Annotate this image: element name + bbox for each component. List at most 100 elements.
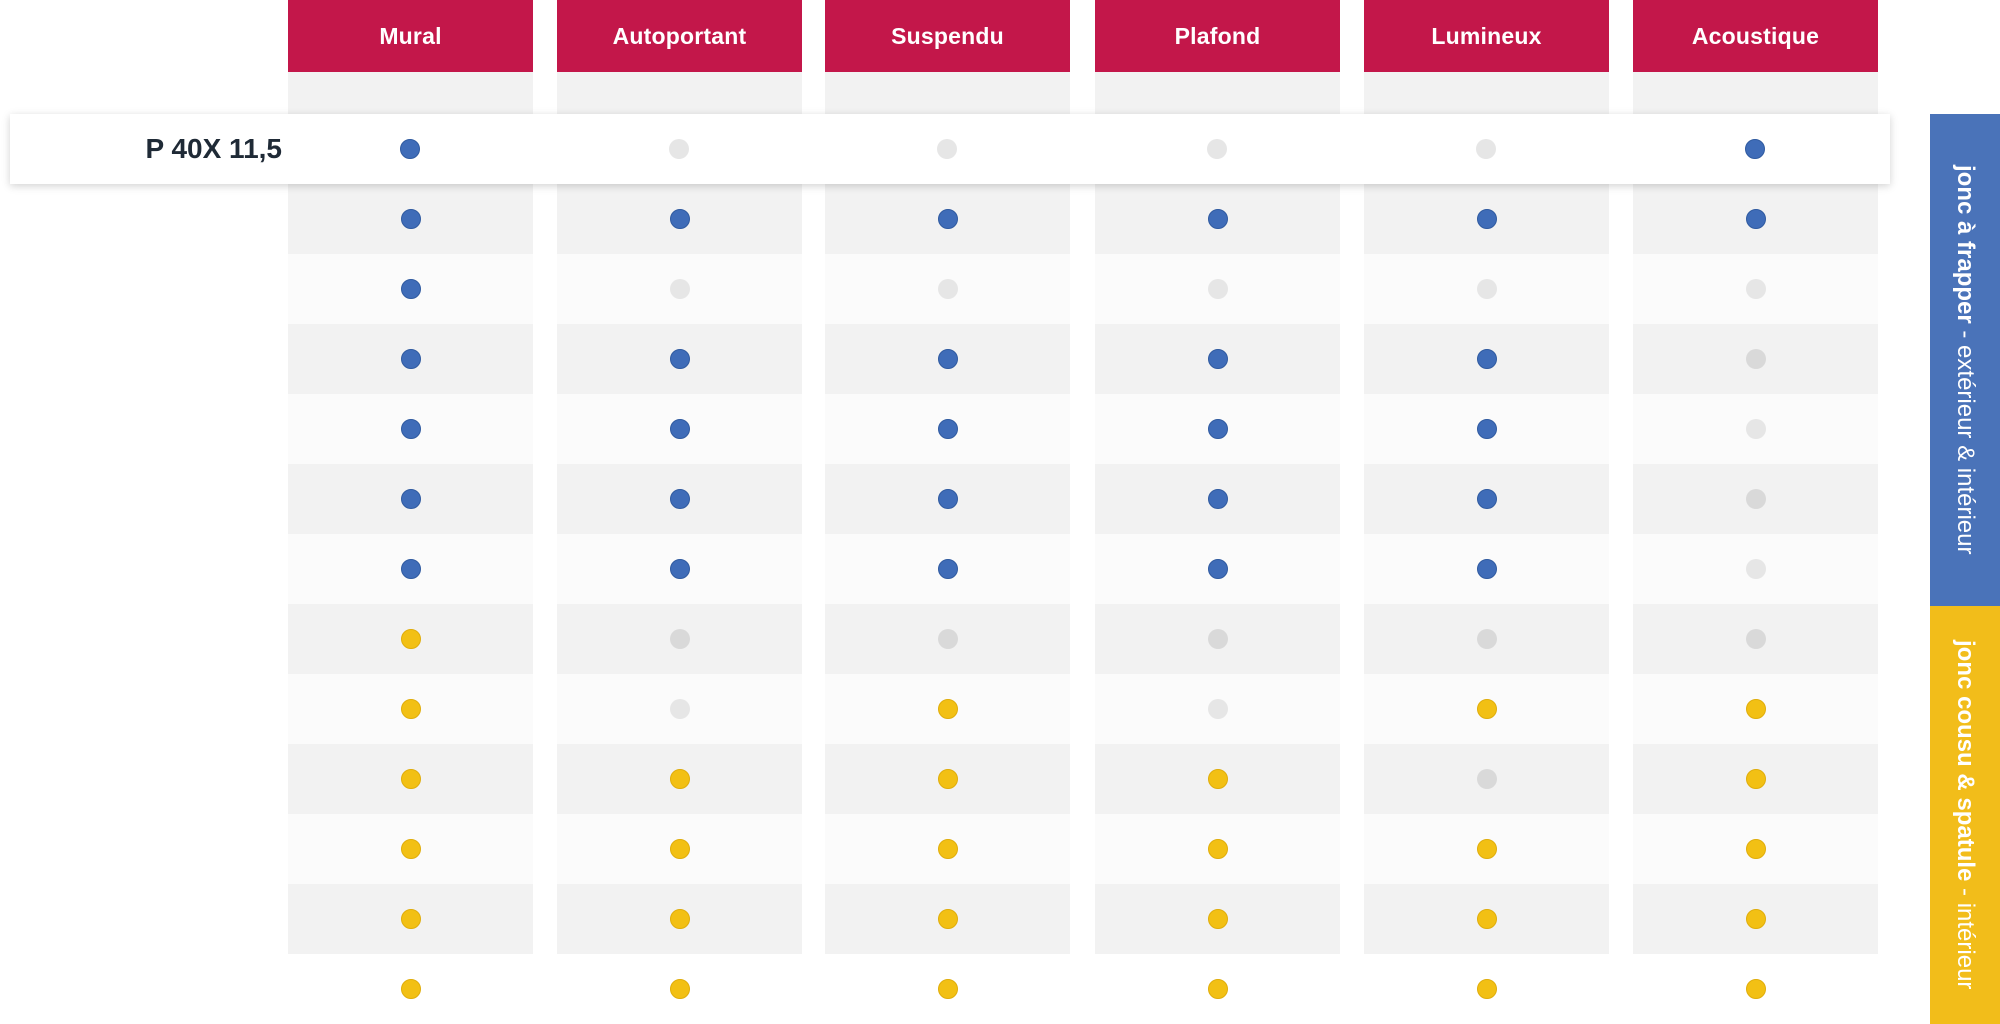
status-dot-yellow — [400, 769, 421, 789]
status-dot-yellow — [1476, 839, 1497, 859]
table-cell — [825, 884, 1070, 954]
table-cell — [1633, 814, 1878, 884]
status-dot-blue — [1476, 419, 1497, 439]
table-cell — [825, 324, 1070, 394]
status-dot-yellow — [937, 839, 958, 859]
column-acoustique: Acoustique — [1633, 0, 1878, 1024]
status-dot-yellow — [1745, 909, 1766, 929]
status-dot-yellow — [400, 839, 421, 859]
table-cell — [1364, 394, 1609, 464]
column-header: Autoportant — [557, 0, 802, 72]
table-cell — [1364, 184, 1609, 254]
table-cell — [288, 884, 533, 954]
status-dot-blue — [1207, 209, 1228, 229]
table-cell — [288, 464, 533, 534]
table-cell — [1633, 254, 1878, 324]
table-cell — [825, 534, 1070, 604]
status-dot-yellow — [1745, 699, 1766, 719]
band-title: jonc à frapper — [1952, 165, 1979, 324]
status-dot-blue — [400, 489, 421, 509]
table-cell — [1633, 674, 1878, 744]
status-dot-yellow — [669, 839, 690, 859]
status-dot-yellow — [669, 769, 690, 789]
table-cell — [1095, 674, 1340, 744]
table-cell — [1095, 254, 1340, 324]
status-dot-blue — [937, 559, 958, 579]
column-header: Mural — [288, 0, 533, 72]
status-dot-yellow — [937, 979, 958, 999]
table-cell — [288, 254, 533, 324]
table-cell — [557, 534, 802, 604]
status-dot-grey-l — [937, 139, 957, 159]
table-cell — [1633, 394, 1878, 464]
status-dot-blue — [937, 349, 958, 369]
table-cell — [1095, 954, 1340, 1024]
column-plafond: Plafond — [1095, 0, 1340, 1024]
status-dot-yellow — [1207, 979, 1228, 999]
status-dot-grey-l — [1207, 139, 1227, 159]
table-cell — [288, 604, 533, 674]
table-cell — [825, 814, 1070, 884]
status-dot-grey-d — [937, 629, 958, 649]
status-dot-yellow — [1745, 839, 1766, 859]
table-cell — [1364, 604, 1609, 674]
table-cell — [1095, 464, 1340, 534]
table-cell — [1633, 604, 1878, 674]
table-cell — [1364, 254, 1609, 324]
table-cell — [557, 72, 802, 114]
status-dot-yellow — [1476, 979, 1497, 999]
table-cell — [1364, 744, 1609, 814]
band-jonc-cousu-spatule: jonc cousu & spatule - intérieur — [1930, 606, 2000, 1024]
highlighted-row: P 40X 11,5 — [10, 114, 1890, 184]
status-dot-yellow — [669, 979, 690, 999]
status-dot-blue — [400, 139, 420, 159]
status-dot-blue — [669, 419, 690, 439]
status-dot-blue — [400, 349, 421, 369]
status-dot-yellow — [1476, 909, 1497, 929]
table-cell — [1364, 884, 1609, 954]
table-cell — [288, 324, 533, 394]
table-cell — [1364, 534, 1609, 604]
status-dot-grey-l — [1207, 279, 1228, 299]
column-suspendu: Suspendu — [825, 0, 1070, 1024]
table-cell — [825, 744, 1070, 814]
status-dot-yellow — [1207, 769, 1228, 789]
table-cell — [1364, 674, 1609, 744]
status-dot-yellow — [937, 769, 958, 789]
status-dot-yellow — [1745, 979, 1766, 999]
column-mural: Mural — [288, 0, 533, 1024]
table-cell — [1633, 184, 1878, 254]
table-cell — [557, 674, 802, 744]
status-dot-blue — [1476, 489, 1497, 509]
status-dot-blue — [937, 419, 958, 439]
status-dot-grey-d — [1476, 629, 1497, 649]
table-cell — [1364, 324, 1609, 394]
column-lumineux: Lumineux — [1364, 0, 1609, 1024]
status-dot-grey-d — [1745, 489, 1766, 509]
status-dot-blue — [937, 489, 958, 509]
table-cell — [557, 884, 802, 954]
table-cell — [557, 744, 802, 814]
status-dot-grey-l — [669, 279, 690, 299]
status-dot-blue — [1476, 209, 1497, 229]
table-cell — [825, 464, 1070, 534]
status-dot-blue — [400, 559, 421, 579]
table-cell — [288, 72, 533, 114]
status-dot-blue — [669, 209, 690, 229]
table-cell — [557, 184, 802, 254]
status-dot-grey-d — [1476, 769, 1497, 789]
status-dot-yellow — [1207, 909, 1228, 929]
table-cell — [288, 674, 533, 744]
status-dot-yellow — [400, 699, 421, 719]
status-dot-yellow — [400, 979, 421, 999]
status-dot-grey-d — [1207, 629, 1228, 649]
status-dot-blue — [1476, 349, 1497, 369]
status-dot-blue — [400, 279, 421, 299]
status-dot-grey-l — [1745, 279, 1766, 299]
table-cell — [825, 954, 1070, 1024]
status-dot-blue — [937, 209, 958, 229]
table-cell — [288, 184, 533, 254]
status-dot-grey-l — [1745, 559, 1766, 579]
status-dot-yellow — [400, 909, 421, 929]
band-jonc-a-frapper: jonc à frapper - extérieur & intérieur — [1930, 114, 2000, 606]
